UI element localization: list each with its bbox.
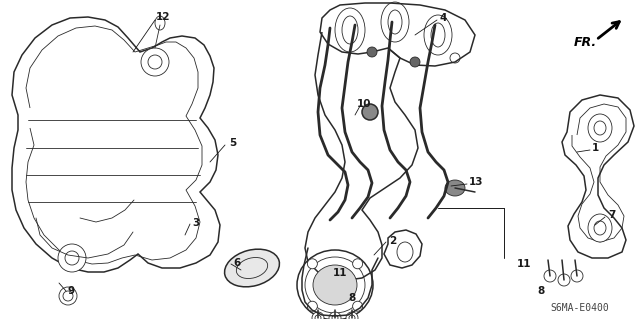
- Text: S6MA-E0400: S6MA-E0400: [550, 303, 609, 313]
- Ellipse shape: [329, 312, 341, 319]
- Text: 3: 3: [193, 218, 200, 228]
- Text: 13: 13: [468, 177, 483, 187]
- Ellipse shape: [571, 270, 583, 282]
- Ellipse shape: [155, 16, 165, 30]
- Text: 1: 1: [591, 143, 598, 153]
- Text: 11: 11: [333, 268, 348, 278]
- Text: 7: 7: [608, 210, 616, 220]
- Text: 8: 8: [348, 293, 356, 303]
- Ellipse shape: [59, 287, 77, 305]
- Ellipse shape: [588, 214, 612, 242]
- Text: 10: 10: [356, 99, 371, 109]
- Ellipse shape: [362, 104, 378, 120]
- Ellipse shape: [367, 47, 377, 57]
- Text: 9: 9: [67, 286, 75, 296]
- Ellipse shape: [225, 249, 280, 287]
- Ellipse shape: [307, 301, 317, 311]
- Ellipse shape: [312, 312, 324, 319]
- Ellipse shape: [307, 259, 317, 269]
- Ellipse shape: [544, 270, 556, 282]
- Ellipse shape: [410, 57, 420, 67]
- Ellipse shape: [588, 114, 612, 142]
- Text: 5: 5: [229, 138, 237, 148]
- Ellipse shape: [353, 301, 363, 311]
- Text: 6: 6: [234, 258, 241, 268]
- Ellipse shape: [346, 312, 358, 319]
- Text: 4: 4: [439, 13, 447, 23]
- Ellipse shape: [58, 244, 86, 272]
- Text: FR.: FR.: [574, 35, 597, 48]
- Text: 12: 12: [156, 12, 170, 22]
- Text: 11: 11: [516, 259, 531, 269]
- Ellipse shape: [445, 180, 465, 196]
- Ellipse shape: [141, 48, 169, 76]
- Ellipse shape: [313, 265, 357, 305]
- Text: 2: 2: [389, 236, 397, 246]
- Ellipse shape: [353, 259, 363, 269]
- Text: 8: 8: [538, 286, 545, 296]
- Ellipse shape: [558, 274, 570, 286]
